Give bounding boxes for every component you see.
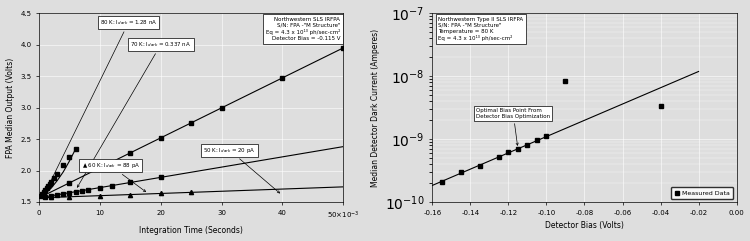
X-axis label: Integration Time (Seconds): Integration Time (Seconds) bbox=[140, 227, 243, 235]
Y-axis label: FPA Median Output (Volts): FPA Median Output (Volts) bbox=[5, 58, 14, 158]
Line: Measured Data: Measured Data bbox=[440, 79, 662, 184]
Text: 70 K: I$_{dark}$ = 0.337 nA: 70 K: I$_{dark}$ = 0.337 nA bbox=[77, 40, 191, 187]
Text: 80 K: I$_{dark}$ = 1.28 nA: 80 K: I$_{dark}$ = 1.28 nA bbox=[45, 18, 158, 193]
Text: Northwestern SLS IRFPA
S/N: FPA -"M Structure"
Eq = 4.3 x 10¹³ ph/sec-cm²
Detect: Northwestern SLS IRFPA S/N: FPA -"M Stru… bbox=[266, 17, 340, 41]
X-axis label: Detector Bias (Volts): Detector Bias (Volts) bbox=[545, 221, 624, 230]
Measured Data bbox=[504, 151, 513, 154]
Measured Data bbox=[561, 79, 570, 82]
Text: ▲ 60 K: I$_{dark}$ = 88 pA: ▲ 60 K: I$_{dark}$ = 88 pA bbox=[82, 161, 146, 192]
Measured Data bbox=[656, 104, 665, 107]
Text: Northwestern Type II SLS IRFPA
S/N: FPA -"M Structure"
Temperature = 80 K
Eq = 4: Northwestern Type II SLS IRFPA S/N: FPA … bbox=[439, 17, 524, 41]
Measured Data bbox=[542, 135, 551, 138]
Text: 50 K: I$_{dark}$ = 20 pA: 50 K: I$_{dark}$ = 20 pA bbox=[203, 146, 280, 193]
Measured Data bbox=[437, 180, 446, 183]
Measured Data bbox=[532, 139, 542, 142]
Measured Data bbox=[523, 144, 532, 147]
Legend: Measured Data: Measured Data bbox=[670, 187, 734, 199]
Measured Data bbox=[514, 147, 523, 150]
Measured Data bbox=[457, 171, 466, 174]
Measured Data bbox=[494, 155, 503, 158]
Measured Data bbox=[476, 165, 484, 168]
Text: Optimal Bias Point From
Detector Bias Optimization: Optimal Bias Point From Detector Bias Op… bbox=[476, 108, 550, 145]
Y-axis label: Median Detector Dark Current (Amperes): Median Detector Dark Current (Amperes) bbox=[370, 29, 380, 187]
